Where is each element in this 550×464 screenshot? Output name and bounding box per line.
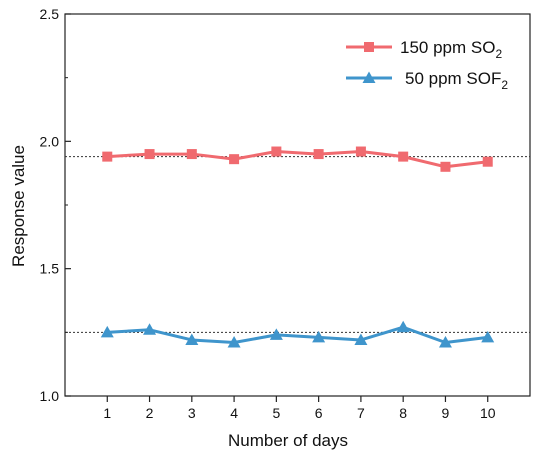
legend-item-1: 50 ppm SOF2 [346, 69, 508, 92]
data-point [440, 161, 451, 172]
data-point [143, 323, 157, 335]
series-line [107, 325, 488, 345]
legend-label: 50 ppm SOF2 [405, 69, 508, 92]
y-tick-label: 2.5 [40, 6, 60, 22]
data-point [100, 325, 114, 338]
data-point [102, 151, 113, 162]
data-point [312, 330, 326, 343]
x-tick-label: 7 [357, 405, 365, 421]
x-tick-label: 8 [399, 405, 407, 421]
y-tick-label: 2.0 [40, 133, 60, 149]
data-point [396, 320, 410, 333]
series-line [107, 150, 488, 169]
series-1 [100, 320, 495, 348]
legend-label: 150 ppm SO2 [400, 38, 502, 61]
data-point [438, 336, 452, 348]
x-tick-label: 2 [146, 405, 154, 421]
data-point [313, 149, 324, 160]
x-tick-label: 5 [272, 405, 280, 421]
legend-label-subscript: 2 [501, 78, 508, 92]
legend-label-subscript: 2 [495, 47, 502, 61]
series-0 [102, 146, 493, 172]
legend: 150 ppm SO2 50 ppm SOF2 [346, 38, 508, 92]
data-point [482, 156, 493, 167]
series-group [100, 146, 495, 348]
axis-ticks: 1 2 3 4 5 6 7 8 9 10 1.0 1.5 2.0 2.5 [40, 6, 496, 421]
y-tick-label: 1.0 [40, 388, 60, 404]
x-tick-label: 3 [188, 405, 196, 421]
x-tick-label: 9 [442, 405, 450, 421]
x-tick-label: 10 [480, 405, 496, 421]
data-point [269, 328, 283, 340]
legend-swatch-marker [362, 71, 376, 83]
x-axis-title: Number of days [228, 431, 348, 450]
legend-swatch-marker [364, 42, 374, 52]
data-point [271, 146, 282, 157]
y-tick-label: 1.5 [40, 261, 60, 277]
data-point [481, 330, 495, 343]
x-tick-label: 6 [315, 405, 323, 421]
x-tick-label: 4 [230, 405, 238, 421]
data-point [186, 149, 197, 160]
y-axis-title: Response value [9, 145, 28, 267]
x-tick-label: 1 [103, 405, 111, 421]
data-point [229, 154, 240, 165]
data-point [185, 333, 199, 345]
data-point [355, 146, 366, 157]
data-point [227, 336, 241, 348]
data-point [354, 333, 368, 345]
legend-item-0: 150 ppm SO2 [346, 38, 502, 61]
reference-lines [65, 156, 530, 333]
data-point [398, 151, 409, 162]
data-point [144, 149, 155, 160]
